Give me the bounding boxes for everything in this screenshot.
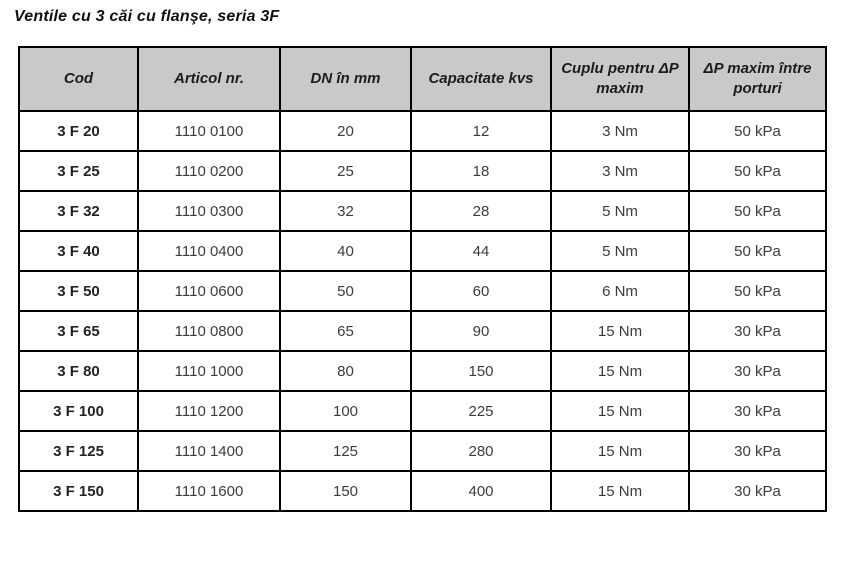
table-header: Cod Articol nr. DN în mm Capacitate kvs … [18,46,827,112]
dp-maxim-cell: 30 kPa [688,310,827,352]
dn-mm-cell: 65 [279,310,412,352]
table-row: 3 F 50 1110 0600 50 60 6 Nm 50 kPa [18,270,827,312]
articol-nr-cell: 1110 0300 [137,190,281,232]
dn-mm-cell: 80 [279,350,412,392]
dn-mm-cell: 32 [279,190,412,232]
articol-nr-cell: 1110 0800 [137,310,281,352]
dp-maxim-cell: 30 kPa [688,350,827,392]
cod-cell: 3 F 50 [18,270,139,312]
capacitate-kvs-cell: 18 [410,150,552,192]
dn-mm-cell: 100 [279,390,412,432]
cuplu-cell: 6 Nm [550,270,690,312]
capacitate-kvs-cell: 28 [410,190,552,232]
articol-nr-cell: 1110 1600 [137,470,281,512]
dn-mm-cell: 50 [279,270,412,312]
table-row: 3 F 150 1110 1600 150 400 15 Nm 30 kPa [18,470,827,512]
capacitate-kvs-cell: 280 [410,430,552,472]
dp-maxim-cell: 30 kPa [688,430,827,472]
cuplu-cell: 15 Nm [550,310,690,352]
dp-maxim-cell: 30 kPa [688,390,827,432]
cuplu-cell: 3 Nm [550,150,690,192]
dn-mm-cell: 150 [279,470,412,512]
dp-maxim-cell: 50 kPa [688,190,827,232]
articol-nr-cell: 1110 0100 [137,110,281,152]
cod-cell: 3 F 65 [18,310,139,352]
dp-maxim-cell: 50 kPa [688,270,827,312]
column-header-cuplu: Cuplu pentru ΔP maxim [550,46,690,112]
capacitate-kvs-cell: 90 [410,310,552,352]
table-body: 3 F 20 1110 0100 20 12 3 Nm 50 kPa 3 F 25 1110 … [18,110,827,512]
capacitate-kvs-cell: 44 [410,230,552,272]
articol-nr-cell: 1110 1400 [137,430,281,472]
column-header-dp-maxim: ΔP maxim între porturi [688,46,827,112]
dp-maxim-cell: 30 kPa [688,470,827,512]
table-row: 3 F 80 1110 1000 80 150 15 Nm 30 kPa [18,350,827,392]
table-row: 3 F 32 1110 0300 32 28 5 Nm 50 kPa [18,190,827,232]
capacitate-kvs-cell: 150 [410,350,552,392]
cuplu-cell: 5 Nm [550,230,690,272]
cuplu-cell: 15 Nm [550,470,690,512]
capacitate-kvs-cell: 225 [410,390,552,432]
cod-cell: 3 F 80 [18,350,139,392]
cod-cell: 3 F 20 [18,110,139,152]
articol-nr-cell: 1110 1200 [137,390,281,432]
column-header-capacitate-kvs: Capacitate kvs [410,46,552,112]
articol-nr-cell: 1110 1000 [137,350,281,392]
dp-maxim-cell: 50 kPa [688,150,827,192]
cuplu-cell: 15 Nm [550,430,690,472]
capacitate-kvs-cell: 60 [410,270,552,312]
capacitate-kvs-cell: 12 [410,110,552,152]
cod-cell: 3 F 100 [18,390,139,432]
dn-mm-cell: 125 [279,430,412,472]
articol-nr-cell: 1110 0600 [137,270,281,312]
valve-spec-table: Cod Articol nr. DN în mm Capacitate kvs … [18,46,827,512]
dn-mm-cell: 20 [279,110,412,152]
dn-mm-cell: 25 [279,150,412,192]
header-row: Cod Articol nr. DN în mm Capacitate kvs … [18,46,827,112]
table-row: 3 F 125 1110 1400 125 280 15 Nm 30 kPa [18,430,827,472]
table-row: 3 F 65 1110 0800 65 90 15 Nm 30 kPa [18,310,827,352]
table-row: 3 F 100 1110 1200 100 225 15 Nm 30 kPa [18,390,827,432]
column-header-dn-mm: DN în mm [279,46,412,112]
table-row: 3 F 25 1110 0200 25 18 3 Nm 50 kPa [18,150,827,192]
table-row: 3 F 40 1110 0400 40 44 5 Nm 50 kPa [18,230,827,272]
capacitate-kvs-cell: 400 [410,470,552,512]
dn-mm-cell: 40 [279,230,412,272]
page-title: Ventile cu 3 căi cu flanşe, seria 3F [14,8,280,25]
cod-cell: 3 F 125 [18,430,139,472]
cuplu-cell: 15 Nm [550,350,690,392]
articol-nr-cell: 1110 0200 [137,150,281,192]
cuplu-cell: 15 Nm [550,390,690,432]
articol-nr-cell: 1110 0400 [137,230,281,272]
cod-cell: 3 F 150 [18,470,139,512]
dp-maxim-cell: 50 kPa [688,110,827,152]
cuplu-cell: 3 Nm [550,110,690,152]
table-row: 3 F 20 1110 0100 20 12 3 Nm 50 kPa [18,110,827,152]
column-header-articol-nr: Articol nr. [137,46,281,112]
column-header-cod: Cod [18,46,139,112]
cuplu-cell: 5 Nm [550,190,690,232]
cod-cell: 3 F 25 [18,150,139,192]
cod-cell: 3 F 40 [18,230,139,272]
cod-cell: 3 F 32 [18,190,139,232]
dp-maxim-cell: 50 kPa [688,230,827,272]
